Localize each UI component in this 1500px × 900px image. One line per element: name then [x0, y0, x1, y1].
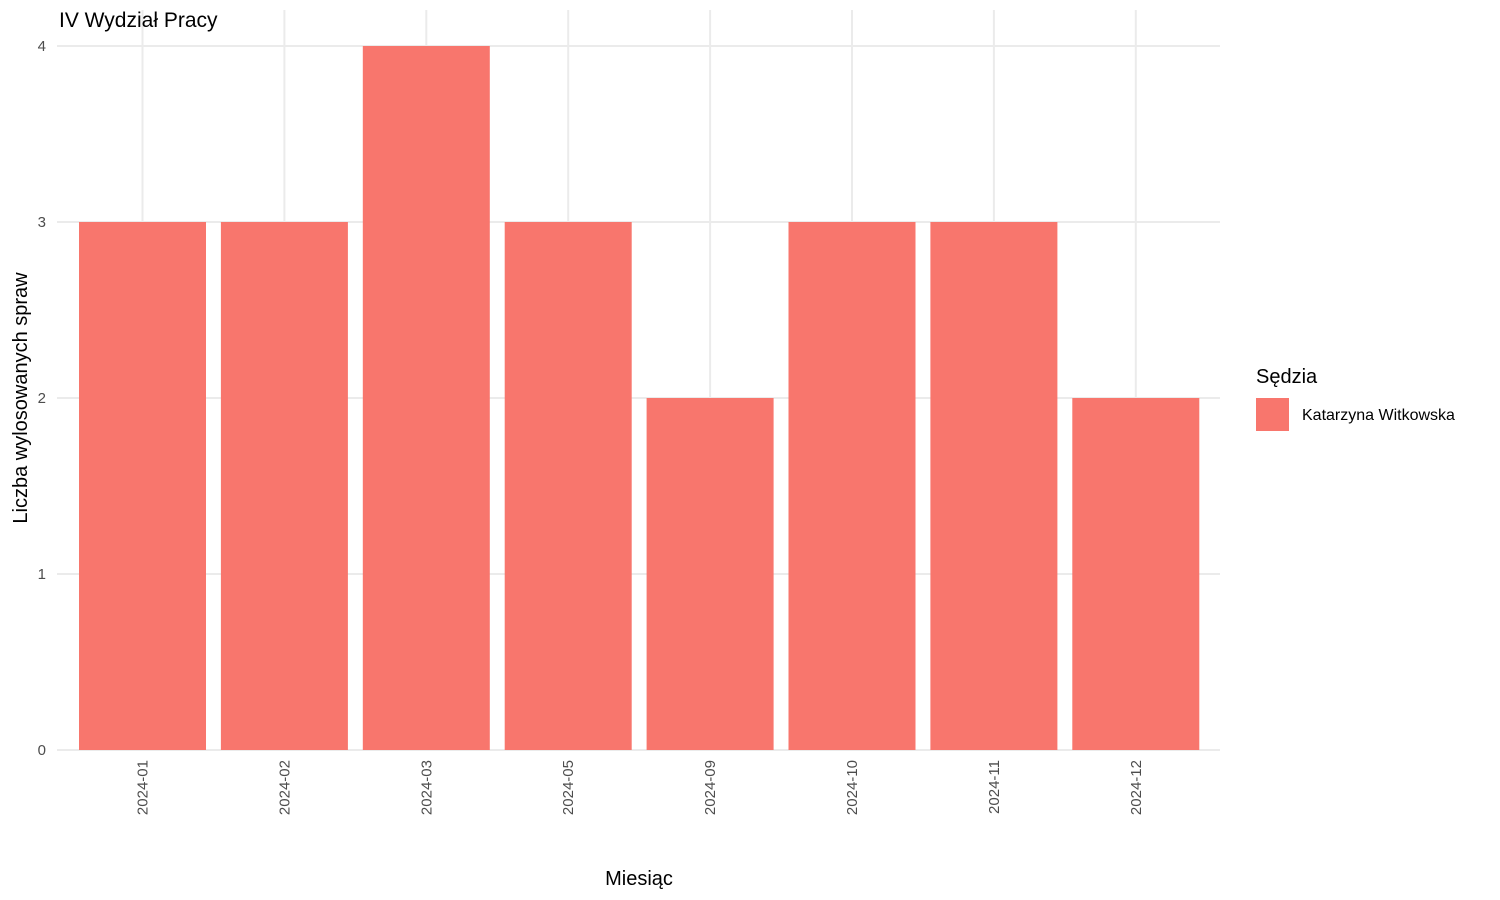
bar-2024-02: [220, 222, 348, 750]
bar-2024-05: [504, 222, 632, 750]
x-tick-label: 2024-01: [135, 760, 152, 815]
x-tick-label: 2024-09: [702, 760, 719, 815]
bar-2024-12: [1072, 398, 1200, 750]
x-tick-label: 2024-12: [1128, 760, 1145, 815]
chart-title: IV Wydział Pracy: [59, 9, 218, 32]
y-tick-label: 2: [38, 390, 46, 407]
x-tick-label: 2024-11: [986, 760, 1003, 814]
bar-2024-01: [79, 222, 206, 750]
legend-label-katarzyna-witkowska: Katarzyna Witkowska: [1302, 407, 1455, 424]
y-axis-ticks: 0 1 2 3 4: [38, 38, 46, 759]
y-axis-title: Liczba wylosowanych spraw: [10, 272, 32, 524]
y-tick-label: 3: [38, 214, 46, 231]
x-tick-label: 2024-05: [560, 760, 577, 815]
x-axis-ticks: 2024-01 2024-02 2024-03 2024-05 2024-09 2024-…: [135, 760, 1145, 815]
bar-2024-11: [930, 222, 1058, 750]
legend-title: Sędzia: [1256, 366, 1318, 388]
x-axis-title: Miesiąc: [605, 868, 673, 890]
y-tick-label: 4: [38, 38, 46, 55]
bars-layer: [79, 46, 1200, 750]
bar-2024-10: [788, 222, 916, 750]
bar-2024-03: [362, 46, 490, 750]
x-tick-label: 2024-10: [844, 760, 861, 815]
legend-key-katarzyna-witkowska: [1256, 398, 1289, 431]
legend: Sędzia Katarzyna Witkowska: [1256, 366, 1455, 431]
y-tick-label: 0: [38, 742, 46, 759]
bar-2024-09: [646, 398, 774, 750]
y-tick-label: 1: [38, 566, 46, 583]
x-tick-label: 2024-03: [418, 760, 435, 815]
x-tick-label: 2024-02: [276, 760, 293, 815]
